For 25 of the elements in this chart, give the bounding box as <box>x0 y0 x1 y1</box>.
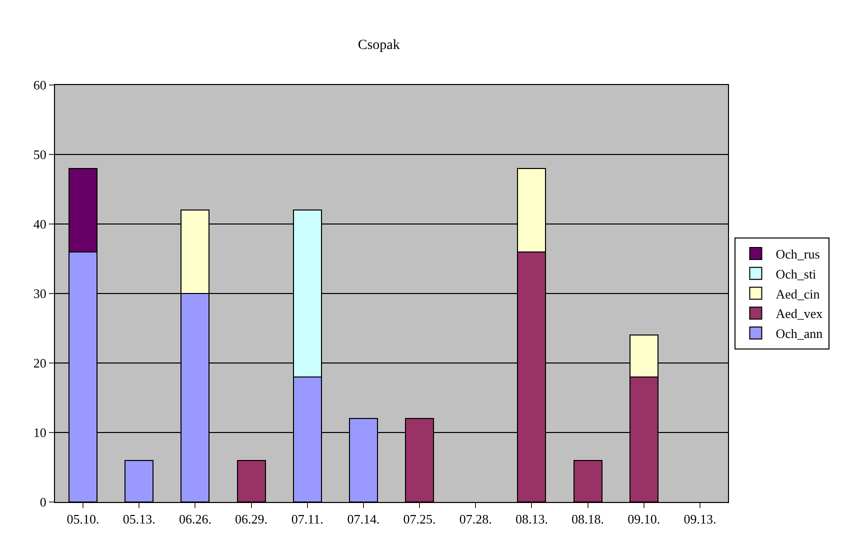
x-tick-label: 07.14. <box>347 512 380 527</box>
x-tick-label: 06.26. <box>178 512 212 527</box>
legend-label: Aed_vex <box>776 306 824 322</box>
x-tick-label: 09.13. <box>684 512 716 527</box>
x-tick-label: 09.10. <box>628 512 660 527</box>
chart-title: Csopak <box>358 38 400 53</box>
x-tick-label: 08.18. <box>572 512 604 527</box>
y-tick-label: 40 <box>33 216 46 232</box>
legend-label: Aed_cin <box>776 286 820 302</box>
x-tick-label: 07.28. <box>459 512 492 527</box>
x-tick-label: 05.10. <box>66 512 100 527</box>
y-tick-label: 20 <box>33 356 46 371</box>
x-tick-label: 07.11. <box>291 512 324 527</box>
legend-label: Och_sti <box>776 266 817 282</box>
x-tick-label: 06.29. <box>235 512 268 527</box>
y-tick-label: 0 <box>40 494 46 510</box>
legend-label: Och_rus <box>776 246 820 262</box>
x-tick-label: 08.13. <box>515 512 548 527</box>
legend-label: Och_ann <box>776 326 824 342</box>
x-tick-label: 07.25. <box>403 512 436 527</box>
y-tick-label: 30 <box>33 286 46 302</box>
y-tick-label: 50 <box>33 147 46 162</box>
y-tick-label: 60 <box>33 78 46 93</box>
x-tick-label: 05.13. <box>122 512 156 527</box>
y-tick-label: 10 <box>33 425 46 440</box>
